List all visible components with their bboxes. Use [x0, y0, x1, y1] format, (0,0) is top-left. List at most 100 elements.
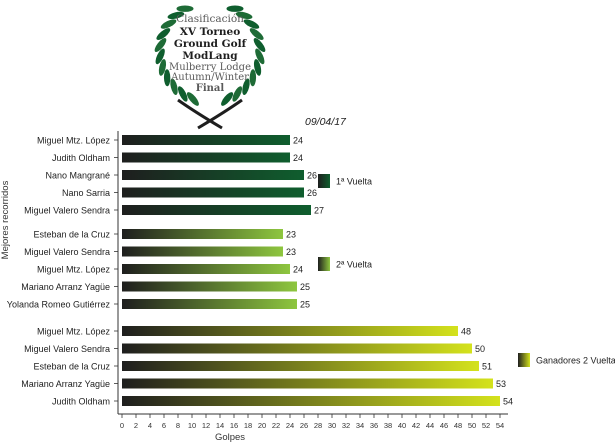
x-tick-label: 12	[202, 421, 210, 430]
bar	[122, 170, 304, 180]
x-tick-label: 42	[412, 421, 420, 430]
laurel-leaf	[160, 19, 177, 29]
bar	[122, 229, 283, 239]
laurel-leaf	[249, 28, 264, 40]
data-label: 25	[300, 300, 310, 310]
data-label: 26	[307, 188, 317, 198]
x-tick-label: 26	[300, 421, 308, 430]
bar	[122, 343, 472, 354]
data-label: 54	[503, 397, 513, 407]
data-label: 25	[300, 282, 310, 292]
laurel-leaf	[243, 19, 260, 29]
bar	[122, 187, 304, 198]
category-label: Judith Oldham	[52, 153, 110, 163]
x-tick-label: 36	[370, 421, 378, 430]
data-label: 27	[314, 206, 324, 216]
x-tick-label: 46	[440, 421, 448, 430]
laurel-leaf	[253, 59, 262, 76]
x-tick-label: 18	[244, 421, 252, 430]
bar	[122, 299, 297, 309]
title-line-2: XV Torneo	[180, 26, 240, 38]
bar	[122, 326, 458, 336]
category-label: Miguel Mtz. López	[37, 136, 111, 146]
bar	[122, 135, 290, 145]
x-axis-label: Golpes	[215, 432, 245, 443]
category-label: Yolanda Romeo Gutiérrez	[7, 300, 111, 310]
laurel-leaf	[253, 38, 266, 53]
legend-label: 1ª Vuelta	[336, 177, 372, 187]
x-tick-label: 4	[148, 421, 152, 430]
bar	[122, 246, 283, 257]
bar	[122, 378, 493, 389]
bar-series: Miguel Mtz. López 24 Judith Oldham 24 Nano M…	[7, 135, 513, 407]
x-tick-label: 24	[286, 421, 294, 430]
bar	[122, 396, 500, 406]
legend-swatch	[318, 257, 330, 271]
laurel-leaf	[221, 92, 234, 106]
category-label: Esteban de la Cruz	[33, 362, 110, 372]
title-line-6: Autumn/Winter	[170, 72, 249, 83]
laurel-leaf	[249, 69, 257, 87]
x-tick-label: 22	[272, 421, 280, 430]
legend-label: 2ª Vuelta	[336, 260, 372, 270]
category-label: Judith Oldham	[52, 397, 110, 407]
laurel-leaf	[158, 59, 167, 76]
x-tick-label: 16	[230, 421, 238, 430]
legend-group: 1ª Vuelta 2ª Vuelta Ganadores 2 Vueltas	[318, 174, 615, 367]
x-tick-label: 54	[496, 421, 504, 430]
data-label: 51	[482, 362, 492, 372]
laurel-leaf	[177, 86, 188, 102]
data-label: 24	[293, 265, 303, 275]
laurel-leaf	[255, 48, 265, 65]
category-label: Esteban de la Cruz	[33, 230, 110, 240]
title-line-5: Mulberry Lodge	[169, 62, 251, 73]
x-tick-label: 40	[398, 421, 406, 430]
x-tick-label: 0	[120, 421, 124, 430]
category-label: Nano Sarria	[62, 188, 110, 198]
title-line-7: Final	[196, 83, 225, 94]
category-label: Miguel Valero Sendra	[24, 344, 110, 354]
x-tick-label: 6	[162, 421, 166, 430]
x-tick-label: 38	[384, 421, 392, 430]
data-label: 24	[293, 153, 303, 163]
bar	[122, 205, 311, 215]
x-tick-label: 30	[328, 421, 336, 430]
chart-title: Clasificación XV Torneo Ground Golf ModL…	[169, 13, 251, 94]
x-tick-label: 8	[176, 421, 180, 430]
laurel-leaf	[242, 78, 250, 96]
laurel-leaf	[156, 28, 171, 40]
laurel-leaf	[226, 5, 244, 12]
x-tick-label: 52	[482, 421, 490, 430]
legend-label: Ganadores 2 Vueltas	[536, 356, 615, 366]
bar	[122, 361, 479, 371]
bar	[122, 281, 297, 292]
x-tick-label: 10	[188, 421, 196, 430]
category-label: Mariano Arranz Yagüe	[21, 282, 110, 292]
data-label: 50	[475, 344, 485, 354]
bar	[122, 264, 290, 274]
x-axis-ticks: 0 2 4 6 8 10 12 14 16 18 20 22 24 26 28 30 32 34 36 38 40 42 4…	[120, 414, 504, 430]
x-tick-label: 14	[216, 421, 224, 430]
laurel-leaf	[170, 78, 178, 96]
category-label: Nano Mangrané	[45, 171, 110, 181]
laurel-leaf	[176, 5, 194, 12]
laurel-leaf	[163, 69, 171, 87]
x-tick-label: 50	[468, 421, 476, 430]
laurel-stem	[177, 98, 223, 130]
x-tick-label: 28	[314, 421, 322, 430]
category-label: Miguel Valero Sendra	[24, 206, 110, 216]
y-axis-label: Mejores recorridos	[0, 180, 11, 259]
title-line-1: Clasificación	[176, 13, 244, 25]
laurel-wreath-emblem	[154, 5, 266, 130]
title-line-4: ModLang	[182, 50, 238, 62]
data-label: 23	[286, 230, 296, 240]
category-label: Mariano Arranz Yagüe	[21, 379, 110, 389]
x-tick-label: 44	[426, 421, 434, 430]
laurel-leaf	[232, 86, 243, 102]
data-label: 48	[461, 327, 471, 337]
laurel-leaf	[235, 11, 253, 20]
title-line-3: Ground Golf	[174, 38, 248, 50]
legend-swatch	[318, 174, 330, 188]
